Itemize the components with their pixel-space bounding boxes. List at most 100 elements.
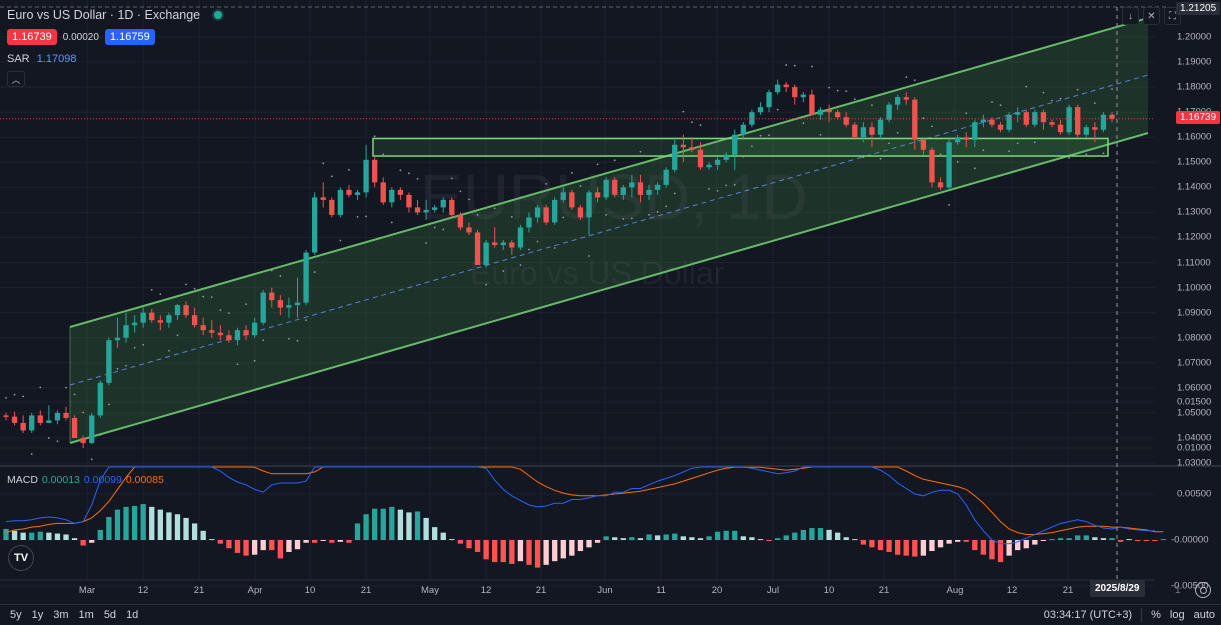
time-tick: Apr: [247, 585, 263, 596]
sar-dot: [1102, 152, 1105, 155]
range-3m-button[interactable]: 3m: [53, 609, 69, 621]
candle-body: [886, 104, 892, 120]
macd-histogram-bar: [166, 512, 172, 540]
sar-dot: [751, 145, 753, 148]
sar-dot: [39, 386, 42, 389]
sar-dot: [1033, 141, 1036, 144]
sar-dot: [90, 458, 93, 461]
macd-histogram-bar: [646, 534, 652, 540]
candle-body: [166, 315, 172, 323]
sar-dot: [1016, 142, 1019, 145]
log-scale-toggle[interactable]: log: [1169, 609, 1185, 621]
sar-dot: [871, 104, 873, 107]
buy-button[interactable]: 1.16759: [104, 29, 155, 45]
settings-gear-icon[interactable]: [1195, 582, 1211, 598]
macd-histogram-bar: [354, 523, 361, 540]
macd-signal-value: 0.00085: [125, 474, 164, 486]
sar-dot: [562, 216, 565, 219]
candle-body: [852, 124, 858, 138]
time-axis[interactable]: Mar 12 21 Apr 10 21 May 12 21 Jun 11 20 Jul 10 21 Aug 12…: [0, 580, 1155, 600]
sar-dot: [716, 189, 719, 192]
candle-body: [337, 189, 344, 215]
candle-body: [1100, 114, 1107, 130]
range-1y-button[interactable]: 1y: [31, 609, 44, 621]
candle-body: [817, 109, 824, 115]
bottom-toolbar: 5y 1y 3m 1m 5d 1d 03:34:17 (UTC+3) % log…: [0, 604, 1221, 625]
sar-dot: [991, 101, 993, 104]
candle-body: [243, 330, 249, 336]
macd-histogram-bar: [757, 539, 764, 541]
sar-dot: [416, 177, 419, 180]
sar-dot: [236, 363, 239, 366]
sar-dot: [1042, 91, 1045, 94]
candle-body: [877, 119, 884, 135]
auto-scale-toggle[interactable]: auto: [1193, 609, 1215, 621]
macd-histogram-bar: [749, 537, 755, 540]
range-1m-button[interactable]: 1m: [78, 609, 94, 621]
macd-histogram-bar: [432, 527, 438, 540]
candle-body: [663, 169, 669, 185]
macd-label: MACD: [7, 474, 38, 486]
sar-dot: [210, 296, 213, 299]
symbol-title[interactable]: Euro vs US Dollar · 1D · Exchange: [7, 8, 201, 22]
macd-histogram-bar: [740, 536, 746, 540]
candle-body: [860, 127, 867, 138]
collapse-pane-button[interactable]: ✕: [1143, 7, 1160, 25]
sar-dot: [579, 184, 582, 187]
sar-dot: [390, 221, 393, 224]
sar-dot: [125, 364, 127, 367]
macd-legend[interactable]: MACD 0.00013 0.00099 0.00085: [7, 474, 164, 486]
time-tick: 12: [480, 585, 492, 596]
macd-histogram-bar: [980, 540, 987, 555]
sar-dot: [1111, 88, 1113, 91]
sar-dot: [811, 65, 813, 68]
macd-histogram-bar: [372, 508, 378, 540]
candle-body: [517, 227, 524, 248]
candle-body: [586, 192, 592, 218]
macd-histogram-bar: [97, 529, 103, 540]
sar-dot: [588, 255, 590, 257]
macd-histogram-bar: [183, 517, 189, 540]
sar-dot: [862, 156, 865, 159]
macd-histogram-bar: [251, 540, 258, 555]
sar-dot: [13, 393, 16, 396]
candle-body: [346, 189, 352, 195]
scroll-down-button[interactable]: ↓: [1122, 7, 1139, 25]
macd-histogram-bar: [869, 540, 875, 548]
price-tick: 1.08000: [1177, 332, 1212, 344]
chart-tools: ↓ ✕ ⛶: [1122, 7, 1181, 25]
time-tick: 12: [137, 585, 149, 596]
time-tick: 20: [711, 585, 723, 596]
sar-dot: [1085, 153, 1088, 156]
sar-dot: [999, 104, 1002, 107]
channel-upper-line: [69, 17, 1149, 328]
candle-body: [114, 337, 121, 341]
macd-histogram-bar: [834, 532, 841, 540]
candle-body: [749, 112, 755, 125]
range-5y-button[interactable]: 5y: [10, 609, 22, 621]
candle-body: [106, 340, 112, 383]
candle-body: [1083, 127, 1089, 135]
sell-button[interactable]: 1.16739: [7, 29, 57, 45]
sar-dot: [1025, 85, 1028, 88]
range-5d-button[interactable]: 5d: [103, 609, 117, 621]
sar-dot: [150, 288, 153, 291]
collapse-legend-button[interactable]: ︿: [7, 71, 25, 87]
clock-timezone[interactable]: 03:34:17 (UTC+3): [1043, 609, 1133, 621]
candle-body: [577, 207, 584, 218]
macd-histogram-bar: [603, 536, 609, 540]
sar-dot: [450, 177, 453, 180]
macd-histogram-bar: [946, 540, 952, 544]
price-scale[interactable]: 1.200001.190001.180001.170001.160001.150…: [1155, 0, 1221, 592]
price-scale-top-label: 1.21205: [1176, 2, 1221, 15]
percent-scale-toggle[interactable]: %: [1151, 609, 1161, 621]
macd-histogram-bar: [1023, 540, 1029, 549]
range-1d-button[interactable]: 1d: [126, 609, 139, 621]
macd-histogram-bar: [955, 540, 961, 542]
sar-dot: [570, 171, 573, 174]
sar-indicator-legend[interactable]: SAR 1.17098: [7, 53, 222, 65]
sar-dot: [690, 121, 693, 124]
macd-histogram-bar: [37, 531, 43, 540]
tradingview-logo[interactable]: TV: [8, 545, 34, 571]
